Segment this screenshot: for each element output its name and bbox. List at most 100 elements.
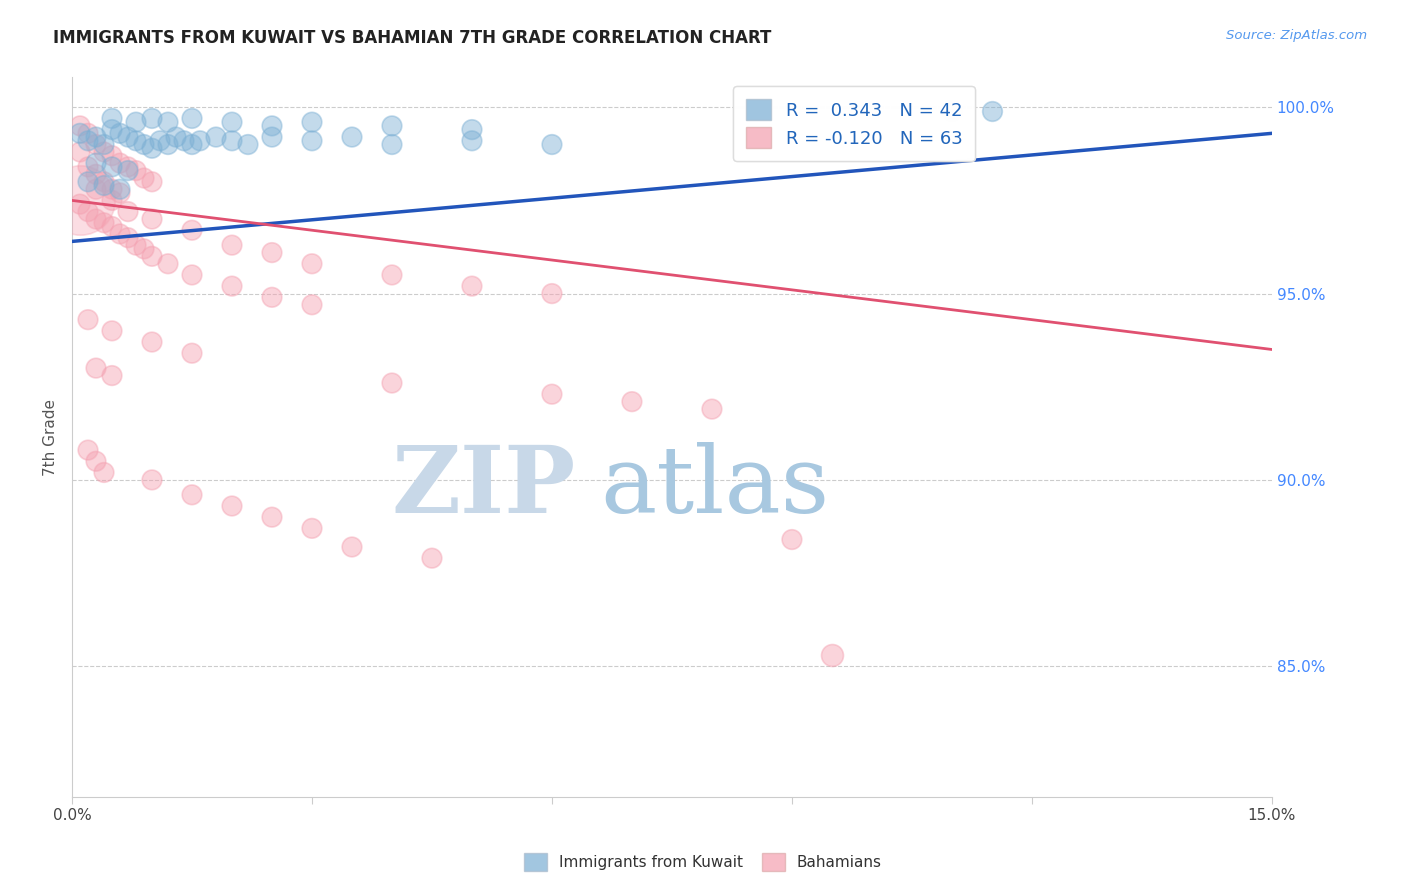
Point <box>125 238 148 252</box>
Point <box>101 324 124 338</box>
Point <box>301 257 323 271</box>
Point <box>780 533 803 547</box>
Point <box>236 137 259 152</box>
Point <box>84 454 107 468</box>
Point <box>156 257 179 271</box>
Text: Source: ZipAtlas.com: Source: ZipAtlas.com <box>1226 29 1367 43</box>
Point <box>188 134 211 148</box>
Point <box>141 249 163 263</box>
Text: ZIP: ZIP <box>392 442 576 533</box>
Point <box>117 204 139 219</box>
Point <box>620 394 643 409</box>
Point <box>117 160 139 174</box>
Point <box>260 119 283 133</box>
Point <box>69 126 91 140</box>
Point <box>84 361 107 376</box>
Point <box>221 499 243 513</box>
Point <box>461 279 484 293</box>
Point <box>221 279 243 293</box>
Point <box>101 122 124 136</box>
Point <box>108 156 131 170</box>
Point <box>141 141 163 155</box>
Point <box>101 160 124 174</box>
Point <box>69 194 91 208</box>
Point <box>108 186 131 200</box>
Point <box>77 204 100 219</box>
Point <box>77 443 100 458</box>
Point <box>84 137 107 152</box>
Point <box>301 521 323 535</box>
Point <box>205 130 228 145</box>
Point <box>132 171 155 186</box>
Point <box>125 134 148 148</box>
Point <box>77 126 100 140</box>
Point <box>181 488 204 502</box>
Point <box>541 387 564 401</box>
Point <box>340 130 363 145</box>
Y-axis label: 7th Grade: 7th Grade <box>44 399 58 475</box>
Point <box>93 137 115 152</box>
Point <box>221 115 243 129</box>
Point <box>108 182 131 196</box>
Point <box>420 551 443 566</box>
Point <box>181 346 204 360</box>
Point <box>381 268 404 282</box>
Text: atlas: atlas <box>600 442 830 533</box>
Point <box>108 126 131 140</box>
Point <box>125 115 148 129</box>
Point <box>941 103 963 118</box>
Point <box>260 130 283 145</box>
Point <box>541 286 564 301</box>
Point <box>260 510 283 524</box>
Point <box>221 238 243 252</box>
Point <box>101 219 124 234</box>
Point <box>101 112 124 126</box>
Point <box>461 122 484 136</box>
Point <box>980 103 1002 118</box>
Point <box>69 197 91 211</box>
Point <box>101 182 124 196</box>
Legend: Immigrants from Kuwait, Bahamians: Immigrants from Kuwait, Bahamians <box>517 847 889 877</box>
Point <box>77 175 100 189</box>
Point <box>141 473 163 487</box>
Point <box>301 298 323 312</box>
Point <box>381 376 404 390</box>
Point <box>221 134 243 148</box>
Point <box>156 137 179 152</box>
Point <box>84 130 107 145</box>
Point <box>77 160 100 174</box>
Point <box>149 134 172 148</box>
Point <box>181 137 204 152</box>
Point <box>340 540 363 554</box>
Point <box>93 145 115 159</box>
Point <box>156 115 179 129</box>
Point <box>69 119 91 133</box>
Point <box>117 230 139 244</box>
Point <box>132 242 155 256</box>
Point <box>141 175 163 189</box>
Point <box>101 368 124 383</box>
Point <box>69 145 91 159</box>
Legend: R =  0.343   N = 42, R = -0.120   N = 63: R = 0.343 N = 42, R = -0.120 N = 63 <box>733 87 974 161</box>
Point <box>108 227 131 241</box>
Point <box>165 130 187 145</box>
Point <box>381 119 404 133</box>
Point <box>260 245 283 260</box>
Point <box>173 134 195 148</box>
Point <box>93 175 115 189</box>
Point <box>117 130 139 145</box>
Point <box>84 156 107 170</box>
Point <box>93 466 115 480</box>
Text: IMMIGRANTS FROM KUWAIT VS BAHAMIAN 7TH GRADE CORRELATION CHART: IMMIGRANTS FROM KUWAIT VS BAHAMIAN 7TH G… <box>53 29 772 47</box>
Point <box>117 163 139 178</box>
Point <box>77 134 100 148</box>
Point <box>141 112 163 126</box>
Point <box>700 402 723 417</box>
Point <box>461 134 484 148</box>
Point <box>125 163 148 178</box>
Point <box>84 182 107 196</box>
Point <box>84 212 107 227</box>
Point <box>541 137 564 152</box>
Point <box>84 167 107 181</box>
Point <box>101 149 124 163</box>
